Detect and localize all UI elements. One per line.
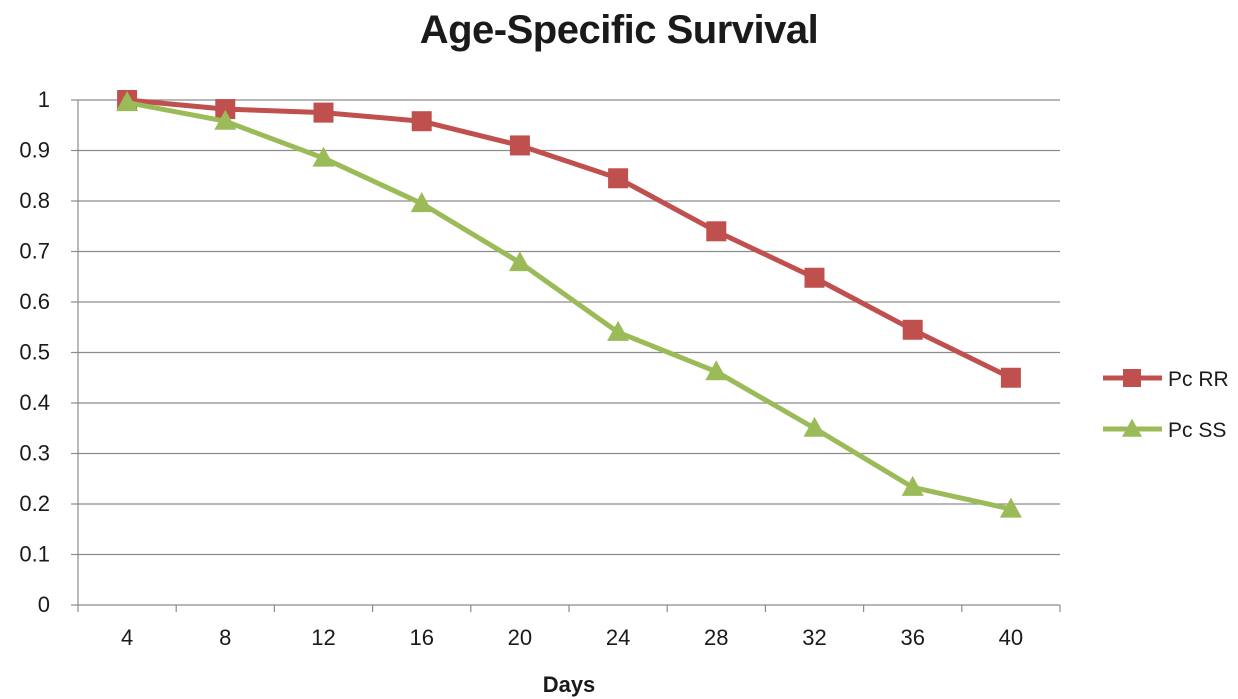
data-point-square [804,267,825,288]
data-point-triangle [1122,418,1142,437]
series-line [126,97,1012,380]
data-point-square [509,135,530,156]
legend-item: Pc SS [1103,418,1226,442]
data-point-triangle [214,109,237,130]
data-point-square [411,111,432,132]
legend-item: Pc RR [1103,368,1229,391]
chart-title: Age-Specific Survival [419,8,819,52]
axes [71,99,1061,612]
y-tick-label: 0.4 [19,390,50,415]
series-group [116,90,1022,518]
data-point-triangle [803,416,826,437]
legend-label: Pc SS [1168,419,1226,442]
y-tick-label: 0 [38,592,50,617]
y-axis-tick-labels: 0 0.1 0.2 0.3 0.4 0.5 0.6 0.7 0.8 0.9 1 [19,87,50,617]
y-tick-label: 0.6 [19,289,50,314]
data-point-triangle [312,146,335,167]
y-tick-label: 0.7 [19,239,50,264]
x-tick-label: 4 [121,625,133,650]
data-point-triangle [410,192,433,213]
data-point-square [215,99,236,120]
y-tick-label: 0.2 [19,491,50,516]
x-tick-label: 12 [311,625,335,650]
x-axis-tick-labels: 4 8 12 16 20 24 28 32 36 40 [121,625,1023,650]
y-tick-label: 0.8 [19,188,50,213]
x-tick-label: 20 [508,625,532,650]
gridlines [78,99,1060,556]
x-tick-label: 16 [409,625,433,650]
y-tick-label: 0.5 [19,340,50,365]
data-point-triangle [901,475,924,496]
data-point-square [706,221,727,242]
y-tick-label: 0.9 [19,138,50,163]
data-point-square [313,102,334,123]
y-tick-label: 0.1 [19,542,50,567]
data-point-square [902,319,923,340]
data-point-triangle [607,320,630,341]
series-1 [117,90,1021,388]
x-tick-label: 40 [999,625,1023,650]
data-point-triangle [999,497,1022,518]
data-point-triangle [705,360,728,381]
data-point-square [608,168,629,189]
y-tick-label: 0.3 [19,441,50,466]
data-point-triangle [116,91,139,112]
legend: Pc RR Pc SS [1103,368,1229,442]
y-tick-label: 1 [38,87,50,112]
x-axis-title: Days [543,672,596,697]
x-tick-label: 8 [219,625,231,650]
series-2 [116,91,1022,518]
x-tick-label: 28 [704,625,728,650]
x-tick-label: 36 [900,625,924,650]
x-tick-label: 24 [606,625,630,650]
series-line [126,100,1012,512]
data-point-square [1123,369,1141,387]
legend-label: Pc RR [1168,368,1229,391]
data-point-square [1000,367,1021,388]
data-point-triangle [508,251,531,272]
x-tick-label: 32 [802,625,826,650]
